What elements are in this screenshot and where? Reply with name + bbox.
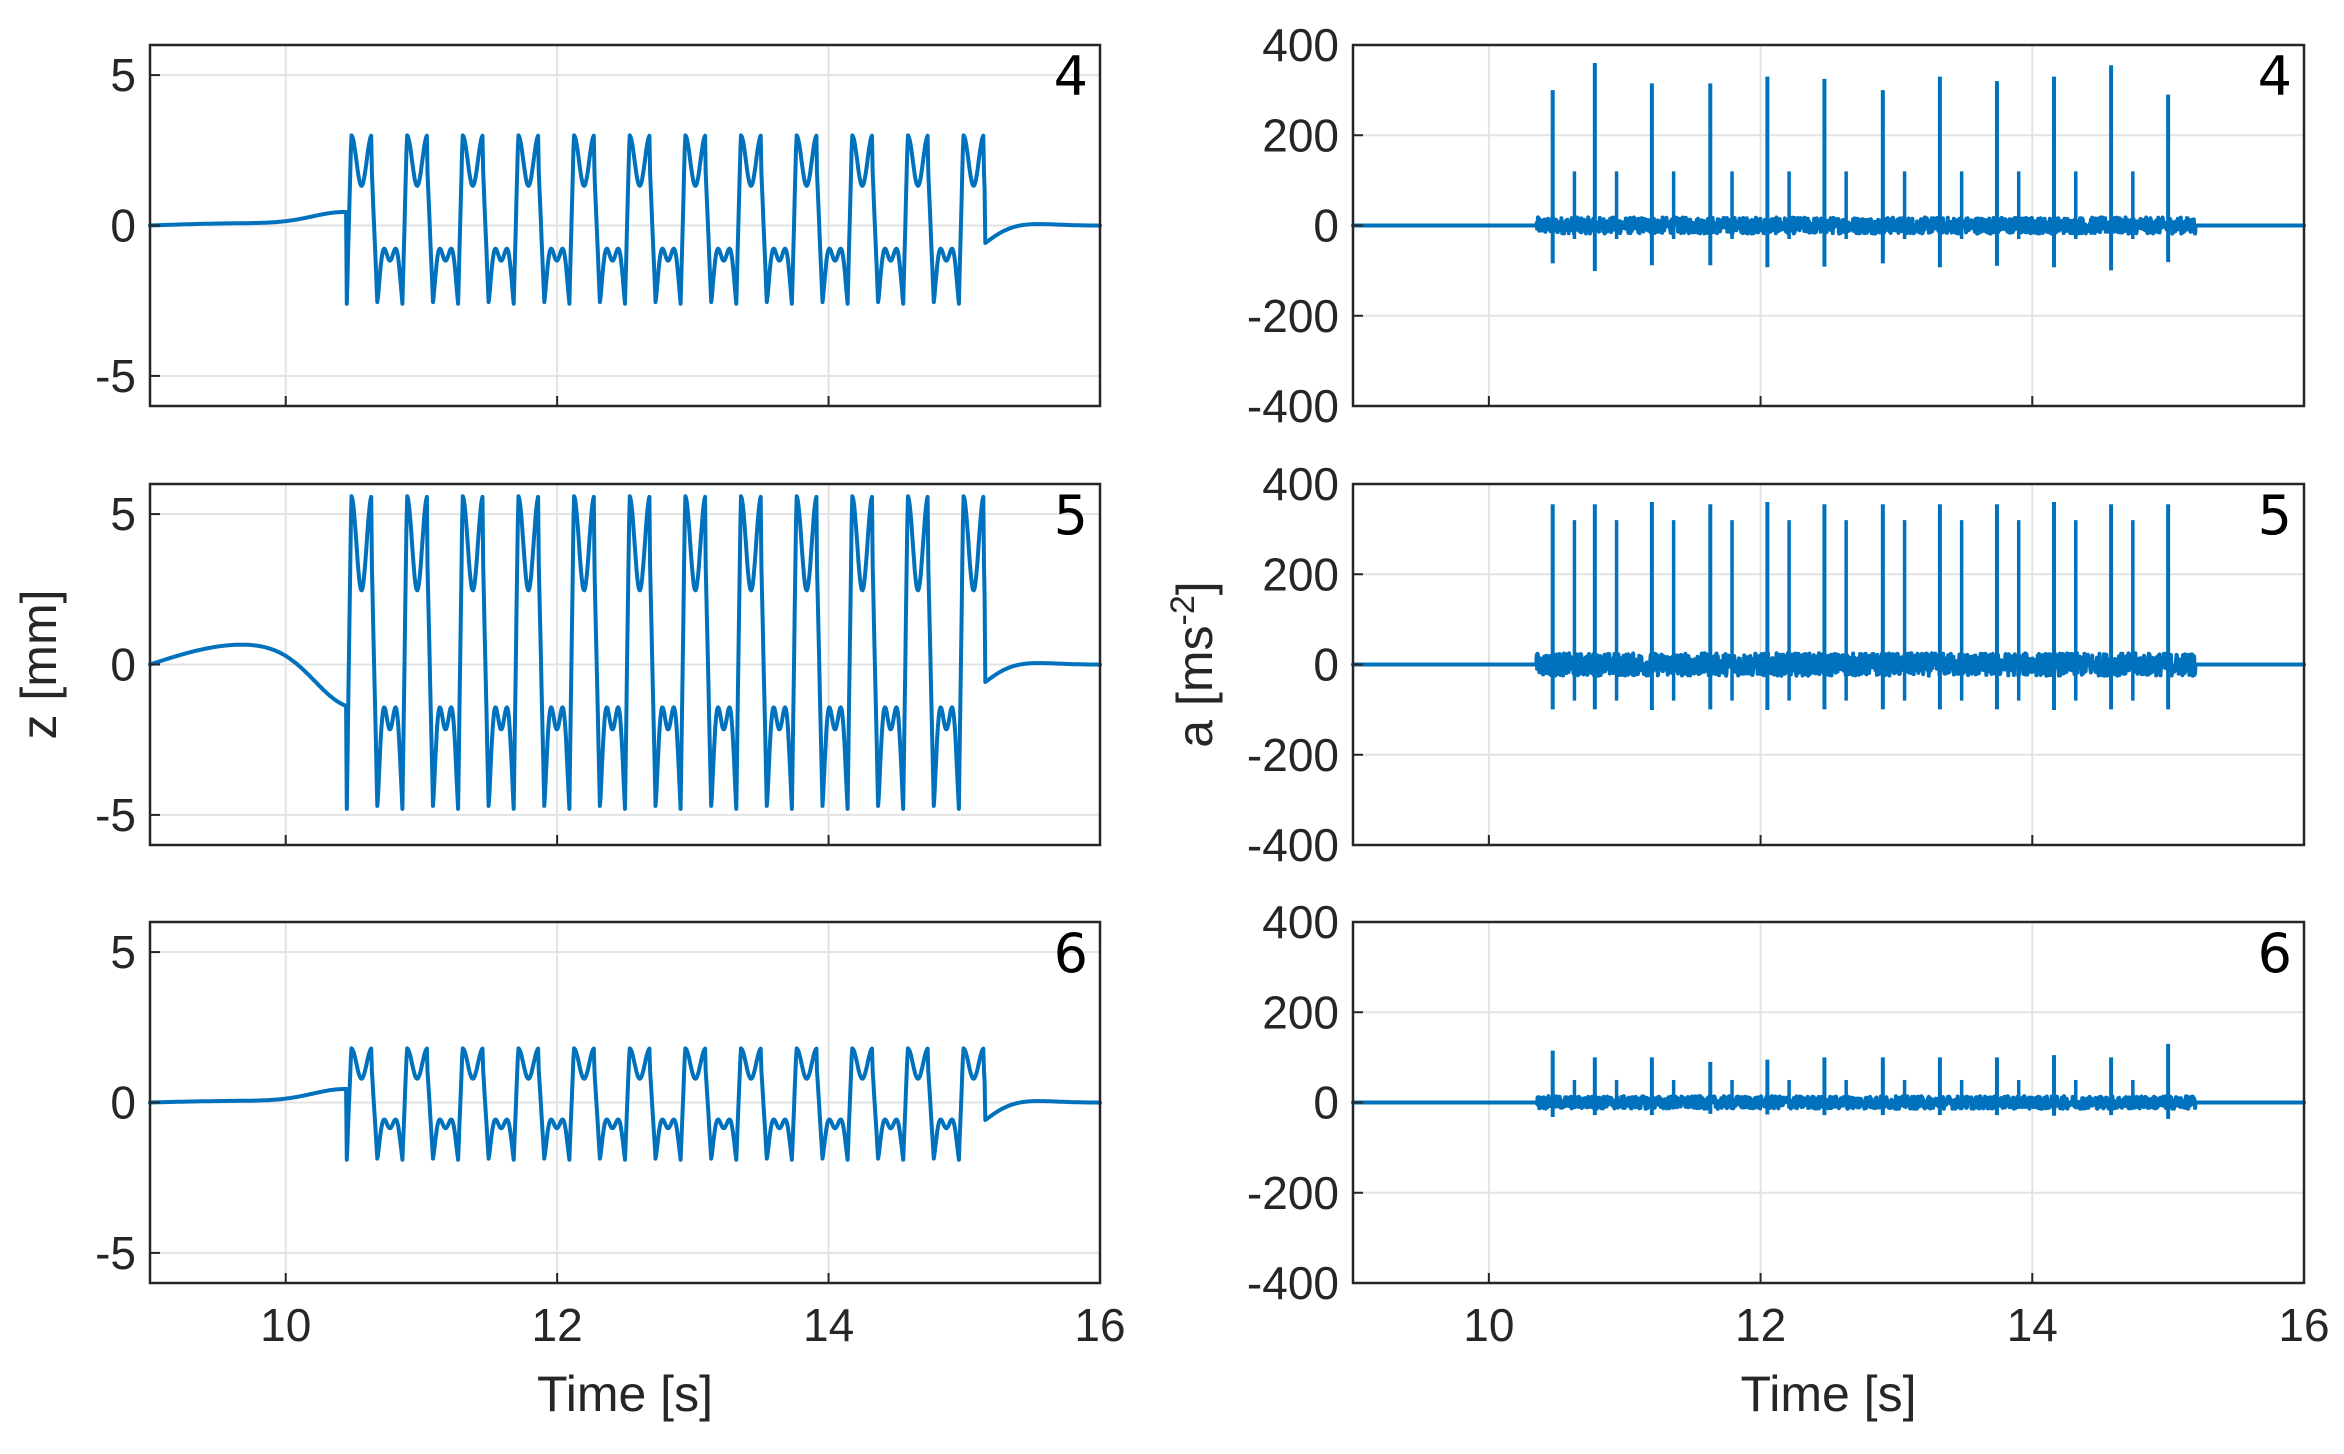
y-tick-label: -400: [1247, 380, 1339, 432]
series-line-a: [1351, 651, 2306, 678]
chart-panel-6: 400 200 0 -200 -400 10 12 14 16 6 Time [s]: [1247, 896, 2330, 1422]
series-line-a: [1351, 215, 2306, 236]
chart-panel-3: 5 0 -5 10 12 14 16 6 Time [s]: [95, 920, 1126, 1422]
y-tick-label: -400: [1247, 1257, 1339, 1309]
y-tick-label: 0: [110, 200, 136, 252]
x-tick-label: 16: [1074, 1299, 1125, 1351]
y-tick-label: 400: [1262, 19, 1339, 71]
y-tick-label: 0: [110, 639, 136, 691]
y-tick-label: 0: [110, 1077, 136, 1129]
panel-number-label: 4: [2258, 45, 2292, 108]
y-tick-label: 200: [1262, 986, 1339, 1038]
chart-panel-1: 5 0 -5 4: [95, 43, 1102, 408]
panel-number-label: 4: [1054, 45, 1088, 108]
y-axis-label: z [mm]: [11, 590, 67, 740]
chart-panel-2: 5 0 -5 5 z [mm]: [11, 482, 1102, 847]
panel-number-label: 5: [2258, 484, 2292, 547]
panel-number-label: 5: [1054, 484, 1088, 547]
x-tick-label: 14: [803, 1299, 854, 1351]
y-tick-label: 0: [1313, 1077, 1339, 1129]
x-tick-label: 12: [1735, 1299, 1786, 1351]
y-tick-label: -5: [95, 350, 136, 402]
y-tick-label: 200: [1262, 548, 1339, 600]
series-line-z: [148, 133, 1102, 306]
x-axis-label: Time [s]: [1741, 1366, 1917, 1422]
panel-number-label: 6: [1054, 922, 1088, 985]
y-tick-label: 5: [110, 926, 136, 978]
y-tick-label: -5: [95, 1227, 136, 1279]
chart-panel-5: 400 200 0 -200 -400 5 a [ms-2]: [1164, 458, 2306, 871]
x-tick-label: 12: [532, 1299, 583, 1351]
y-tick-label: 400: [1262, 896, 1339, 948]
y-tick-label: 0: [1313, 200, 1339, 252]
y-tick-label: 5: [110, 49, 136, 101]
series-line-z: [148, 494, 1102, 811]
y-tick-label: 5: [110, 488, 136, 540]
x-tick-label: 16: [2278, 1299, 2329, 1351]
y-tick-label: 400: [1262, 458, 1339, 510]
y-tick-label: -5: [95, 789, 136, 841]
y-tick-label: -400: [1247, 819, 1339, 871]
series-line-z: [148, 1046, 1102, 1162]
chart-panel-4: 400 200 0 -200 -400 4: [1247, 19, 2306, 432]
panel-number-label: 6: [2258, 922, 2292, 985]
x-tick-label: 10: [260, 1299, 311, 1351]
y-tick-label: -200: [1247, 290, 1339, 342]
series-line-a: [1351, 1094, 2306, 1111]
y-tick-label: -200: [1247, 1167, 1339, 1219]
y-axis-label: a [ms-2]: [1164, 581, 1223, 747]
y-tick-label: 0: [1313, 639, 1339, 691]
y-tick-label: 200: [1262, 109, 1339, 161]
x-tick-label: 14: [2007, 1299, 2058, 1351]
x-tick-label: 10: [1463, 1299, 1514, 1351]
y-tick-label: -200: [1247, 729, 1339, 781]
x-axis-label: Time [s]: [537, 1366, 713, 1422]
